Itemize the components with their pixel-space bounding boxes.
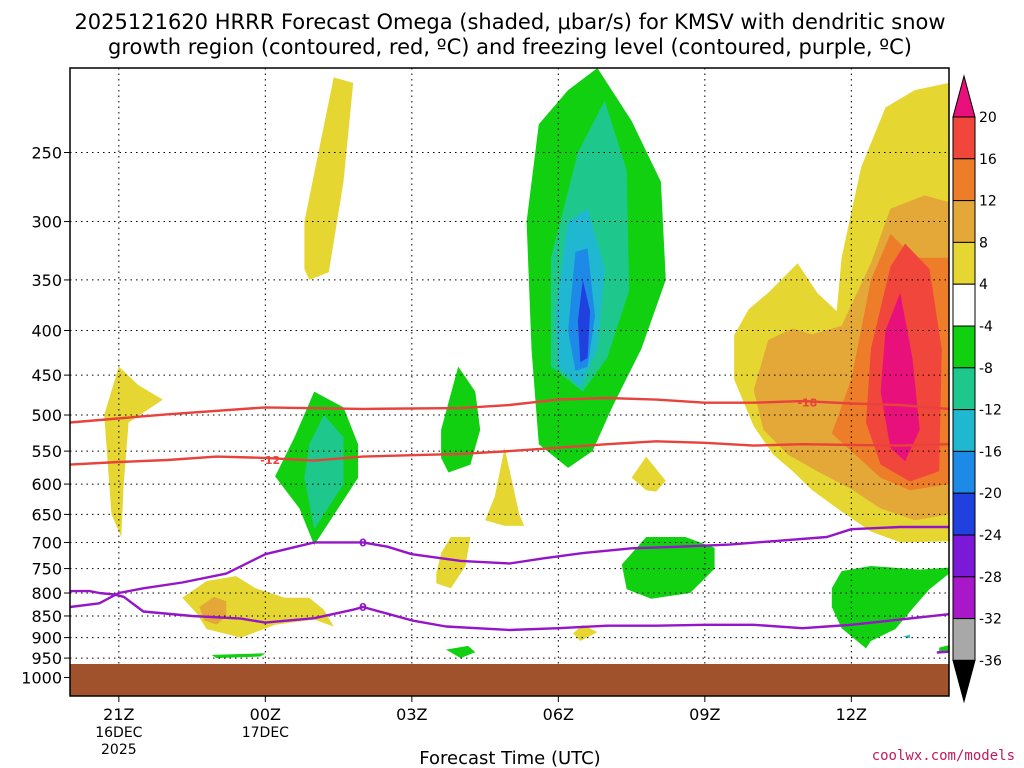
x-date-label: 16DEC xyxy=(95,725,142,741)
y-tick-label-800: 800 xyxy=(31,584,62,603)
colorbar-bin-1 xyxy=(952,116,976,160)
y-tick-label-850: 850 xyxy=(31,607,62,626)
colorbar-top-arrow xyxy=(952,74,976,118)
y-tick-label-500: 500 xyxy=(31,406,62,425)
y-tick-label-400: 400 xyxy=(31,322,62,341)
x-tick-label-12Z: 12Z xyxy=(836,705,867,724)
freezing-contour-label-0: 0 xyxy=(359,536,367,549)
omega-area-upward-motion-core-06z-4 xyxy=(577,279,591,363)
colorbar-label-12: -32 xyxy=(979,612,1002,628)
colorbar-label-10: -24 xyxy=(979,528,1002,544)
colorbar-bin-5 xyxy=(952,283,976,327)
colorbar-label-6: -8 xyxy=(979,361,993,377)
y-tick-label-1000: 1000 xyxy=(21,669,62,688)
y-tick-label-350: 350 xyxy=(31,271,62,290)
dendritic-contour-label-0: -18 xyxy=(797,397,817,410)
y-tick-label-450: 450 xyxy=(31,366,62,385)
terrain-below-ground xyxy=(70,664,949,696)
x-year-label: 2025 xyxy=(101,742,137,758)
omega-area-misc-cells-16 xyxy=(902,634,910,638)
colorbar-bin-4 xyxy=(952,241,976,285)
freezing-contour-1 xyxy=(70,589,949,632)
chart-title-line2: growth region (contoured, red, ºC) and f… xyxy=(108,35,912,59)
x-tick-label-03Z: 03Z xyxy=(396,705,427,724)
colorbar-label-4: 4 xyxy=(979,277,988,293)
colorbar-label-5: -4 xyxy=(979,319,993,335)
dendritic-contour-1 xyxy=(70,440,949,466)
y-tick-label-550: 550 xyxy=(31,442,62,461)
omega-area-misc-cells-7 xyxy=(631,456,666,492)
x-tick-label-09Z: 09Z xyxy=(689,705,720,724)
x-tick-label-06Z: 06Z xyxy=(543,705,574,724)
colorbar-label-13: -36 xyxy=(979,653,1002,669)
colorbar-bin-10 xyxy=(952,492,976,536)
x-axis-label: Forecast Time (UTC) xyxy=(419,748,600,768)
colorbar-bin-9 xyxy=(952,450,976,494)
colorbar-bin-6 xyxy=(952,325,976,369)
contour-labels: -18 -12 0 0 xyxy=(260,397,817,614)
omega-area-misc-cells-3 xyxy=(304,415,344,530)
colorbar-bin-3 xyxy=(952,200,976,243)
dendritic-contour-0 xyxy=(70,396,949,424)
contours xyxy=(70,396,949,654)
omega-area-misc-cells-5 xyxy=(485,447,525,526)
y-tick-label-650: 650 xyxy=(31,505,62,524)
omega-area-misc-cells-6 xyxy=(436,537,471,589)
y-tick-label-300: 300 xyxy=(31,213,62,232)
omega-area-misc-cells-0 xyxy=(304,77,354,280)
colorbar-bin-12 xyxy=(952,576,976,620)
y-tick-label-700: 700 xyxy=(31,533,62,552)
x-tick-label-21Z: 21Z xyxy=(103,705,134,724)
colorbar-label-2: 12 xyxy=(979,194,997,210)
x-date-label: 17DEC xyxy=(242,725,289,741)
colorbar-bin-7 xyxy=(952,367,976,411)
colorbar-label-7: -12 xyxy=(979,403,1002,419)
x-tick-label-00Z: 00Z xyxy=(250,705,281,724)
y-tick-label-600: 600 xyxy=(31,475,62,494)
omega-area-misc-cells-4 xyxy=(441,366,481,473)
freezing-contour-label-1: 0 xyxy=(359,601,367,614)
omega-area-downward-motion-right-4 xyxy=(880,292,920,462)
grid xyxy=(70,68,949,696)
omega-area-misc-cells-10 xyxy=(621,537,715,599)
omega-area-misc-cells-13 xyxy=(211,653,266,659)
freezing-contour-0 xyxy=(70,525,949,609)
y-tick-label-950: 950 xyxy=(31,649,62,668)
y-tick-label-900: 900 xyxy=(31,629,62,648)
plot-frame xyxy=(69,67,950,697)
colorbar-label-3: 8 xyxy=(979,235,988,251)
freezing-contour-2 xyxy=(936,650,949,654)
colorbar-label-9: -20 xyxy=(979,486,1002,502)
omega-area-misc-cells-11 xyxy=(831,566,949,649)
colorbar-bottom-arrow xyxy=(952,659,976,704)
omega-area-misc-cells-14 xyxy=(446,645,476,659)
dendritic-contour-label-1: -12 xyxy=(260,454,280,467)
colorbar-label-11: -28 xyxy=(979,570,1002,586)
colorbar-bin-11 xyxy=(952,534,976,578)
omega-area-misc-cells-8 xyxy=(182,576,334,638)
y-axis: 250 300 350 400 450 500 550 600 650 700 750 800 850 9… xyxy=(21,144,70,688)
colorbar-label-8: -16 xyxy=(979,444,1002,460)
omega-area-misc-cells-15 xyxy=(939,645,949,652)
colorbar-bin-8 xyxy=(952,409,976,452)
colorbar-label-0: 20 xyxy=(979,110,997,126)
colorbar: 20 16 12 8 4 -4 -8 -12 -16 -20 -24 -28 -32 -36 xyxy=(952,74,1002,704)
credit-text: coolwx.com/models xyxy=(872,748,1015,764)
y-tick-label-250: 250 xyxy=(31,144,62,163)
colorbar-label-1: 16 xyxy=(979,152,997,168)
chart-title-line1: 2025121620 HRRR Forecast Omega (shaded, … xyxy=(74,10,945,34)
colorbar-bin-gray xyxy=(952,618,976,661)
omega-area-misc-cells-12 xyxy=(573,624,598,641)
colorbar-bin-2 xyxy=(952,158,976,202)
omega-shading xyxy=(104,68,949,659)
y-tick-label-750: 750 xyxy=(31,560,62,579)
